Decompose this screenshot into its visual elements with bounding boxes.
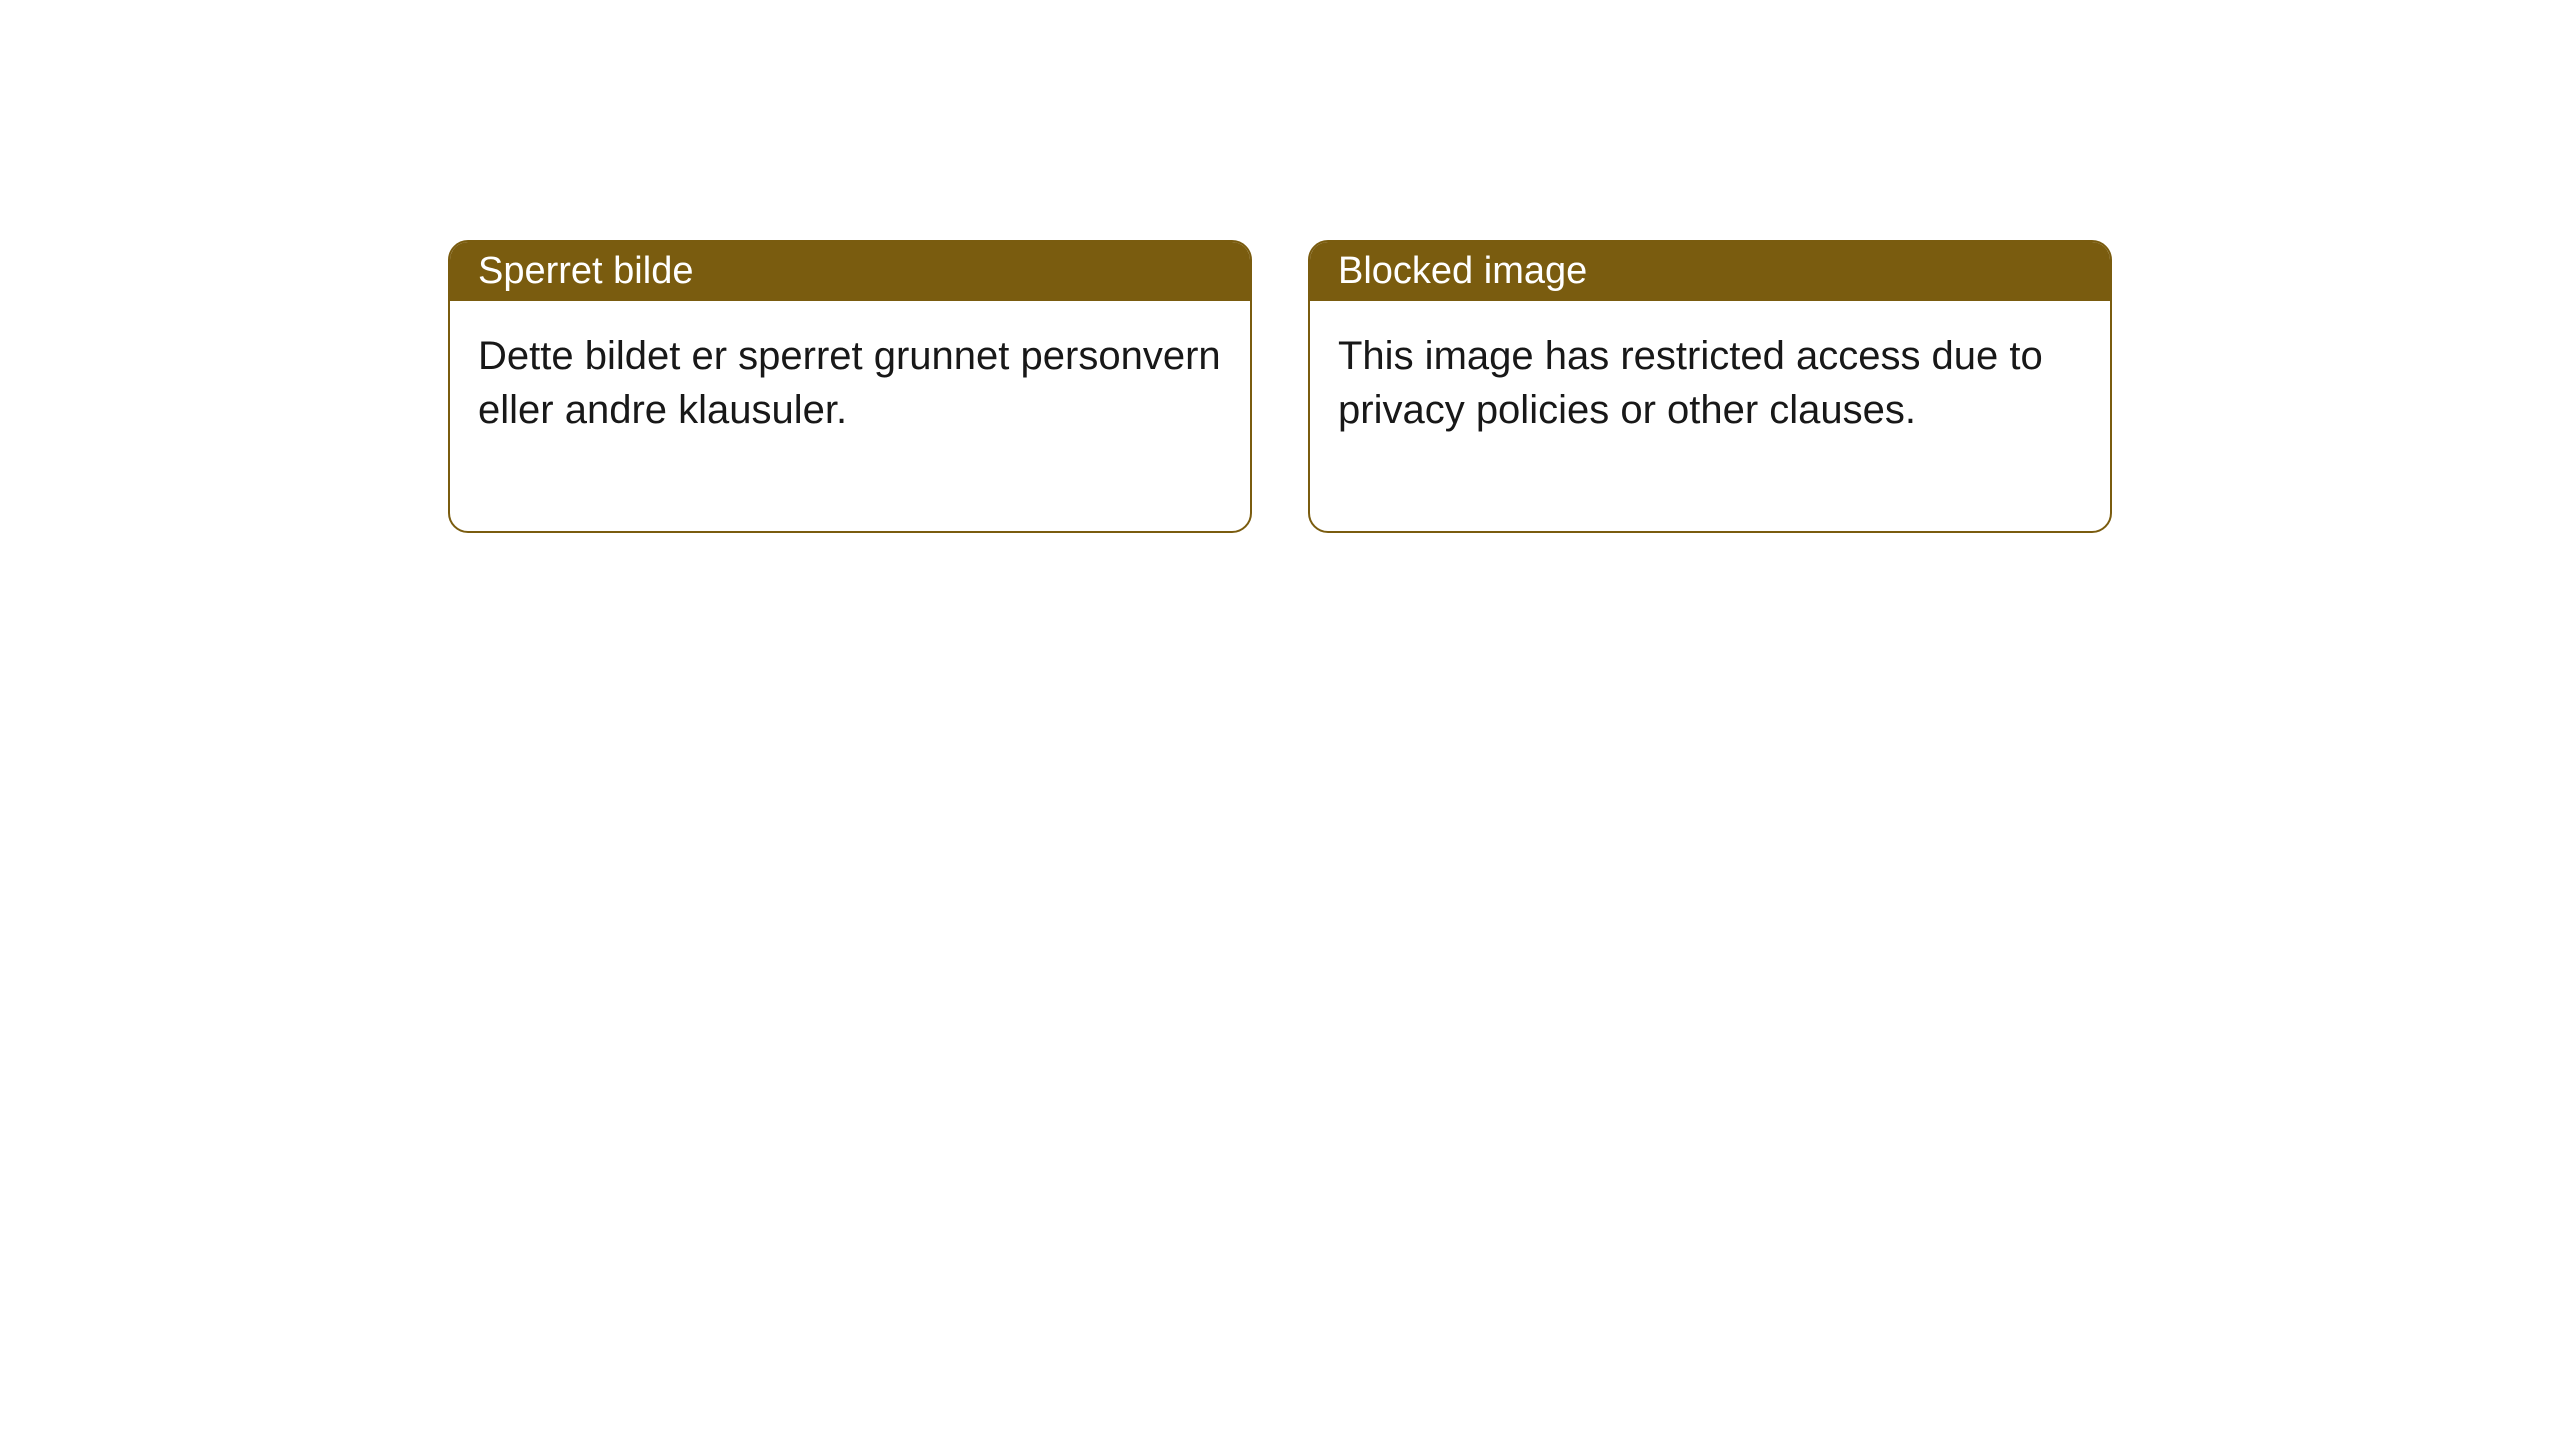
notice-message: Dette bildet er sperret grunnet personve…	[478, 334, 1221, 432]
notice-title: Sperret bilde	[478, 250, 693, 292]
notice-card-norwegian: Sperret bilde Dette bildet er sperret gr…	[448, 240, 1252, 533]
notice-header: Sperret bilde	[450, 242, 1250, 301]
notice-card-english: Blocked image This image has restricted …	[1308, 240, 2112, 533]
notice-container: Sperret bilde Dette bildet er sperret gr…	[448, 240, 2112, 533]
notice-header: Blocked image	[1310, 242, 2110, 301]
notice-body: Dette bildet er sperret grunnet personve…	[450, 301, 1250, 531]
notice-body: This image has restricted access due to …	[1310, 301, 2110, 531]
notice-title: Blocked image	[1338, 250, 1587, 292]
notice-message: This image has restricted access due to …	[1338, 334, 2043, 432]
